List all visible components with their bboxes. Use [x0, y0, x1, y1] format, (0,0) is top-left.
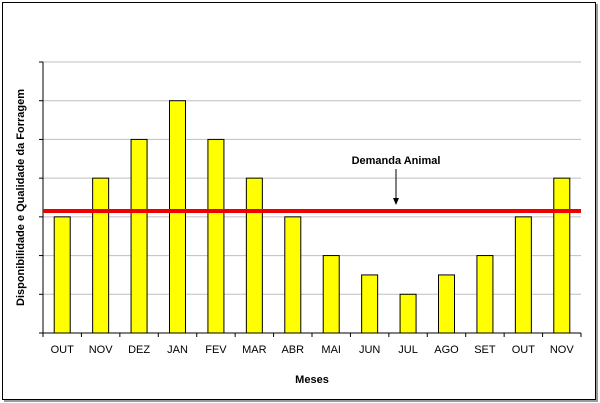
x-tick-label: OUT [512, 344, 536, 356]
bar-out [514, 216, 532, 334]
bar-out [53, 216, 71, 334]
x-tick-label: NOV [550, 344, 575, 356]
bar-nov [92, 177, 110, 334]
x-tick-label: AGO [434, 344, 459, 356]
demanda-animal-label: Demanda Animal [352, 155, 441, 167]
bar-jul [399, 293, 417, 334]
x-tick-label: DEZ [128, 344, 150, 356]
x-tick-label: JUL [398, 344, 418, 356]
bar-jun [361, 274, 379, 334]
bar-jan [169, 100, 186, 334]
x-tick-label: FEV [205, 344, 227, 356]
bar-ago [438, 274, 455, 334]
x-tick-label: NOV [89, 344, 114, 356]
x-tick-label: JAN [167, 344, 188, 356]
demanda-animal-arrowhead [393, 198, 399, 206]
x-tick-label: OUT [51, 344, 75, 356]
bar-fev [207, 138, 225, 334]
x-tick-label: JUN [359, 344, 380, 356]
grid-lines [43, 61, 581, 295]
axes [39, 61, 582, 337]
bar-mar [245, 177, 263, 334]
bar-nov [553, 177, 571, 334]
x-axis-title: Meses [295, 374, 329, 386]
bar-abr [284, 216, 302, 334]
x-tick-label: MAI [321, 344, 341, 356]
x-tick-label: SET [474, 344, 496, 356]
y-axis-ticks [39, 61, 43, 334]
x-tick-label: MAR [242, 344, 267, 356]
bar-set [476, 255, 494, 334]
y-axis-title: Disponibilidade e Qualidade da Forragem [15, 89, 27, 306]
x-axis-ticks [42, 333, 582, 337]
bar-mai [322, 255, 340, 334]
bars [53, 100, 571, 334]
x-tick-label: ABR [281, 344, 304, 356]
x-tick-labels: OUT NOV DEZ JAN FEV MAR ABR MAI JUN JUL AGO SET OUT N… [51, 344, 575, 356]
bar-dez [130, 138, 148, 334]
